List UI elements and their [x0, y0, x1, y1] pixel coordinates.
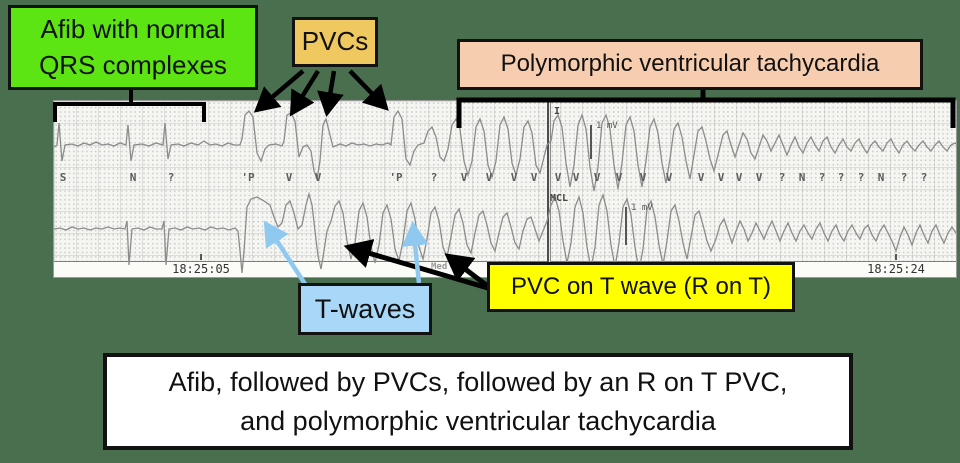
lead-label-MCL: MCL	[550, 193, 569, 204]
ecg-trace-bottom	[54, 191, 956, 274]
beat-annotation: ?	[837, 171, 845, 184]
pvcs-callout-label: PVCs	[301, 26, 369, 57]
timestamp-right: 18:25:24	[867, 262, 925, 276]
t-waves-callout-label: T-waves	[314, 293, 416, 324]
beat-annotation: V	[639, 171, 647, 184]
beat-annotation: V	[554, 171, 562, 184]
beat-annotation: V	[572, 171, 580, 184]
poly-vt-callout-label: Polymorphic ventricular tachycardia	[500, 50, 880, 78]
beat-annotation: N	[877, 171, 885, 184]
timestamp-tick	[200, 254, 202, 260]
beat-annotation: V	[285, 171, 293, 184]
beat-annotation: V	[593, 171, 601, 184]
beat-annotation: ?	[900, 171, 908, 184]
ecg-trace-top	[54, 109, 956, 192]
lead-label-I: I	[554, 106, 561, 117]
beat-annotation: 'P	[389, 171, 403, 184]
beat-annotation: ?	[818, 171, 826, 184]
summary-line2: and polymorphic ventricular tachycardia	[240, 405, 716, 436]
beat-annotation: V	[665, 171, 673, 184]
beat-annotation: V	[717, 171, 725, 184]
beat-annotation: V	[755, 171, 763, 184]
beat-annotation: V	[314, 171, 322, 184]
beat-annotation: ?	[857, 171, 865, 184]
t-waves-callout: T-waves	[298, 283, 432, 335]
panel-divider	[547, 101, 551, 277]
summary-line1: Afib, followed by PVCs, followed by an R…	[168, 367, 788, 398]
beat-annotation: ?	[430, 171, 438, 184]
beat-annotation: ?	[778, 171, 786, 184]
r-on-t-callout-label: PVC on T wave (R on T)	[510, 272, 772, 300]
summary-box: Afib, followed by PVCs, followed by an R…	[103, 353, 853, 450]
beat-annotation: S	[59, 171, 67, 184]
afib-callout: Afib with normal QRS complexes	[8, 5, 258, 90]
ecg-strip: I MCL 1 mV 1 mV S N? 'P V V 'P? V V V V V V V V V V V V V V…	[53, 100, 957, 278]
calibration-label: 1 mV	[631, 203, 653, 213]
beat-annotation: ?	[167, 171, 175, 184]
beat-annotation: V	[615, 171, 623, 184]
timestamp-left: 18:25:05	[172, 262, 230, 276]
beat-annotation: N	[129, 171, 137, 184]
beat-annotation: V	[697, 171, 705, 184]
beat-annotation: N	[798, 171, 806, 184]
beat-annotation: V	[510, 171, 518, 184]
beat-annotation: V	[735, 171, 743, 184]
partial-device-text: Med Dos	[431, 262, 469, 272]
calibration-bar	[625, 207, 627, 245]
afib-callout-line2: QRS complexes	[39, 49, 227, 80]
calibration-bar	[590, 125, 592, 159]
beat-annotation: 'P	[241, 171, 255, 184]
pvcs-callout: PVCs	[292, 17, 378, 67]
timestamp-tick	[895, 254, 897, 260]
beat-annotation: V	[460, 171, 468, 184]
r-on-t-callout: PVC on T wave (R on T)	[487, 262, 795, 312]
afib-callout-line1: Afib with normal	[40, 14, 226, 45]
poly-vt-callout: Polymorphic ventricular tachycardia	[457, 39, 923, 90]
beat-annotation: ?	[920, 171, 928, 184]
beat-annotation: V	[485, 171, 493, 184]
beat-annotation: V	[530, 171, 538, 184]
calibration-label: 1 mV	[596, 121, 618, 131]
ecg-traces	[54, 109, 956, 274]
